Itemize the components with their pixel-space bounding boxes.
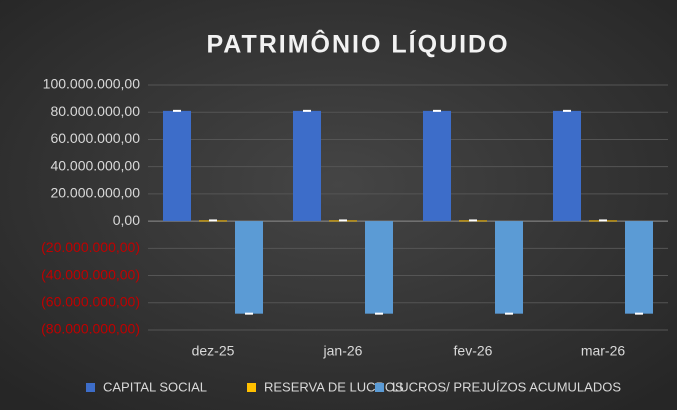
- bar: [365, 221, 393, 314]
- y-tick-label: 80.000.000,00: [50, 103, 140, 119]
- bar: [163, 110, 191, 222]
- bar: [235, 221, 263, 314]
- bar: [293, 110, 321, 222]
- legend-label: CAPITAL SOCIAL: [103, 379, 207, 394]
- chart-title: PATRIMÔNIO LÍQUIDO: [206, 29, 509, 59]
- legend-label: LUCROS/ PREJUÍZOS ACUMULADOS: [392, 379, 621, 394]
- legend-label: RESERVA DE LUCROS: [264, 379, 404, 394]
- y-tick-label: 20.000.000,00: [50, 185, 140, 201]
- y-tick-label: (40.000.000,00): [41, 266, 140, 282]
- y-tick-label: (20.000.000,00): [41, 239, 140, 255]
- y-tick-label: 60.000.000,00: [50, 130, 140, 146]
- x-tick-label: jan-26: [323, 343, 363, 359]
- y-tick-label: 100.000.000,00: [43, 76, 141, 92]
- x-tick-label: dez-25: [192, 343, 235, 359]
- bar: [625, 221, 653, 314]
- bar: [495, 221, 523, 314]
- bar: [553, 110, 581, 222]
- y-tick-label: 40.000.000,00: [50, 157, 140, 173]
- x-tick-label: fev-26: [454, 343, 493, 359]
- y-tick-label: (80.000.000,00): [41, 321, 140, 337]
- legend-swatch: [247, 383, 256, 392]
- legend-swatch: [375, 383, 384, 392]
- x-tick-label: mar-26: [581, 343, 626, 359]
- bar: [423, 110, 451, 222]
- y-tick-label: 0,00: [113, 212, 140, 228]
- legend-swatch: [86, 383, 95, 392]
- y-tick-label: (60.000.000,00): [41, 293, 140, 309]
